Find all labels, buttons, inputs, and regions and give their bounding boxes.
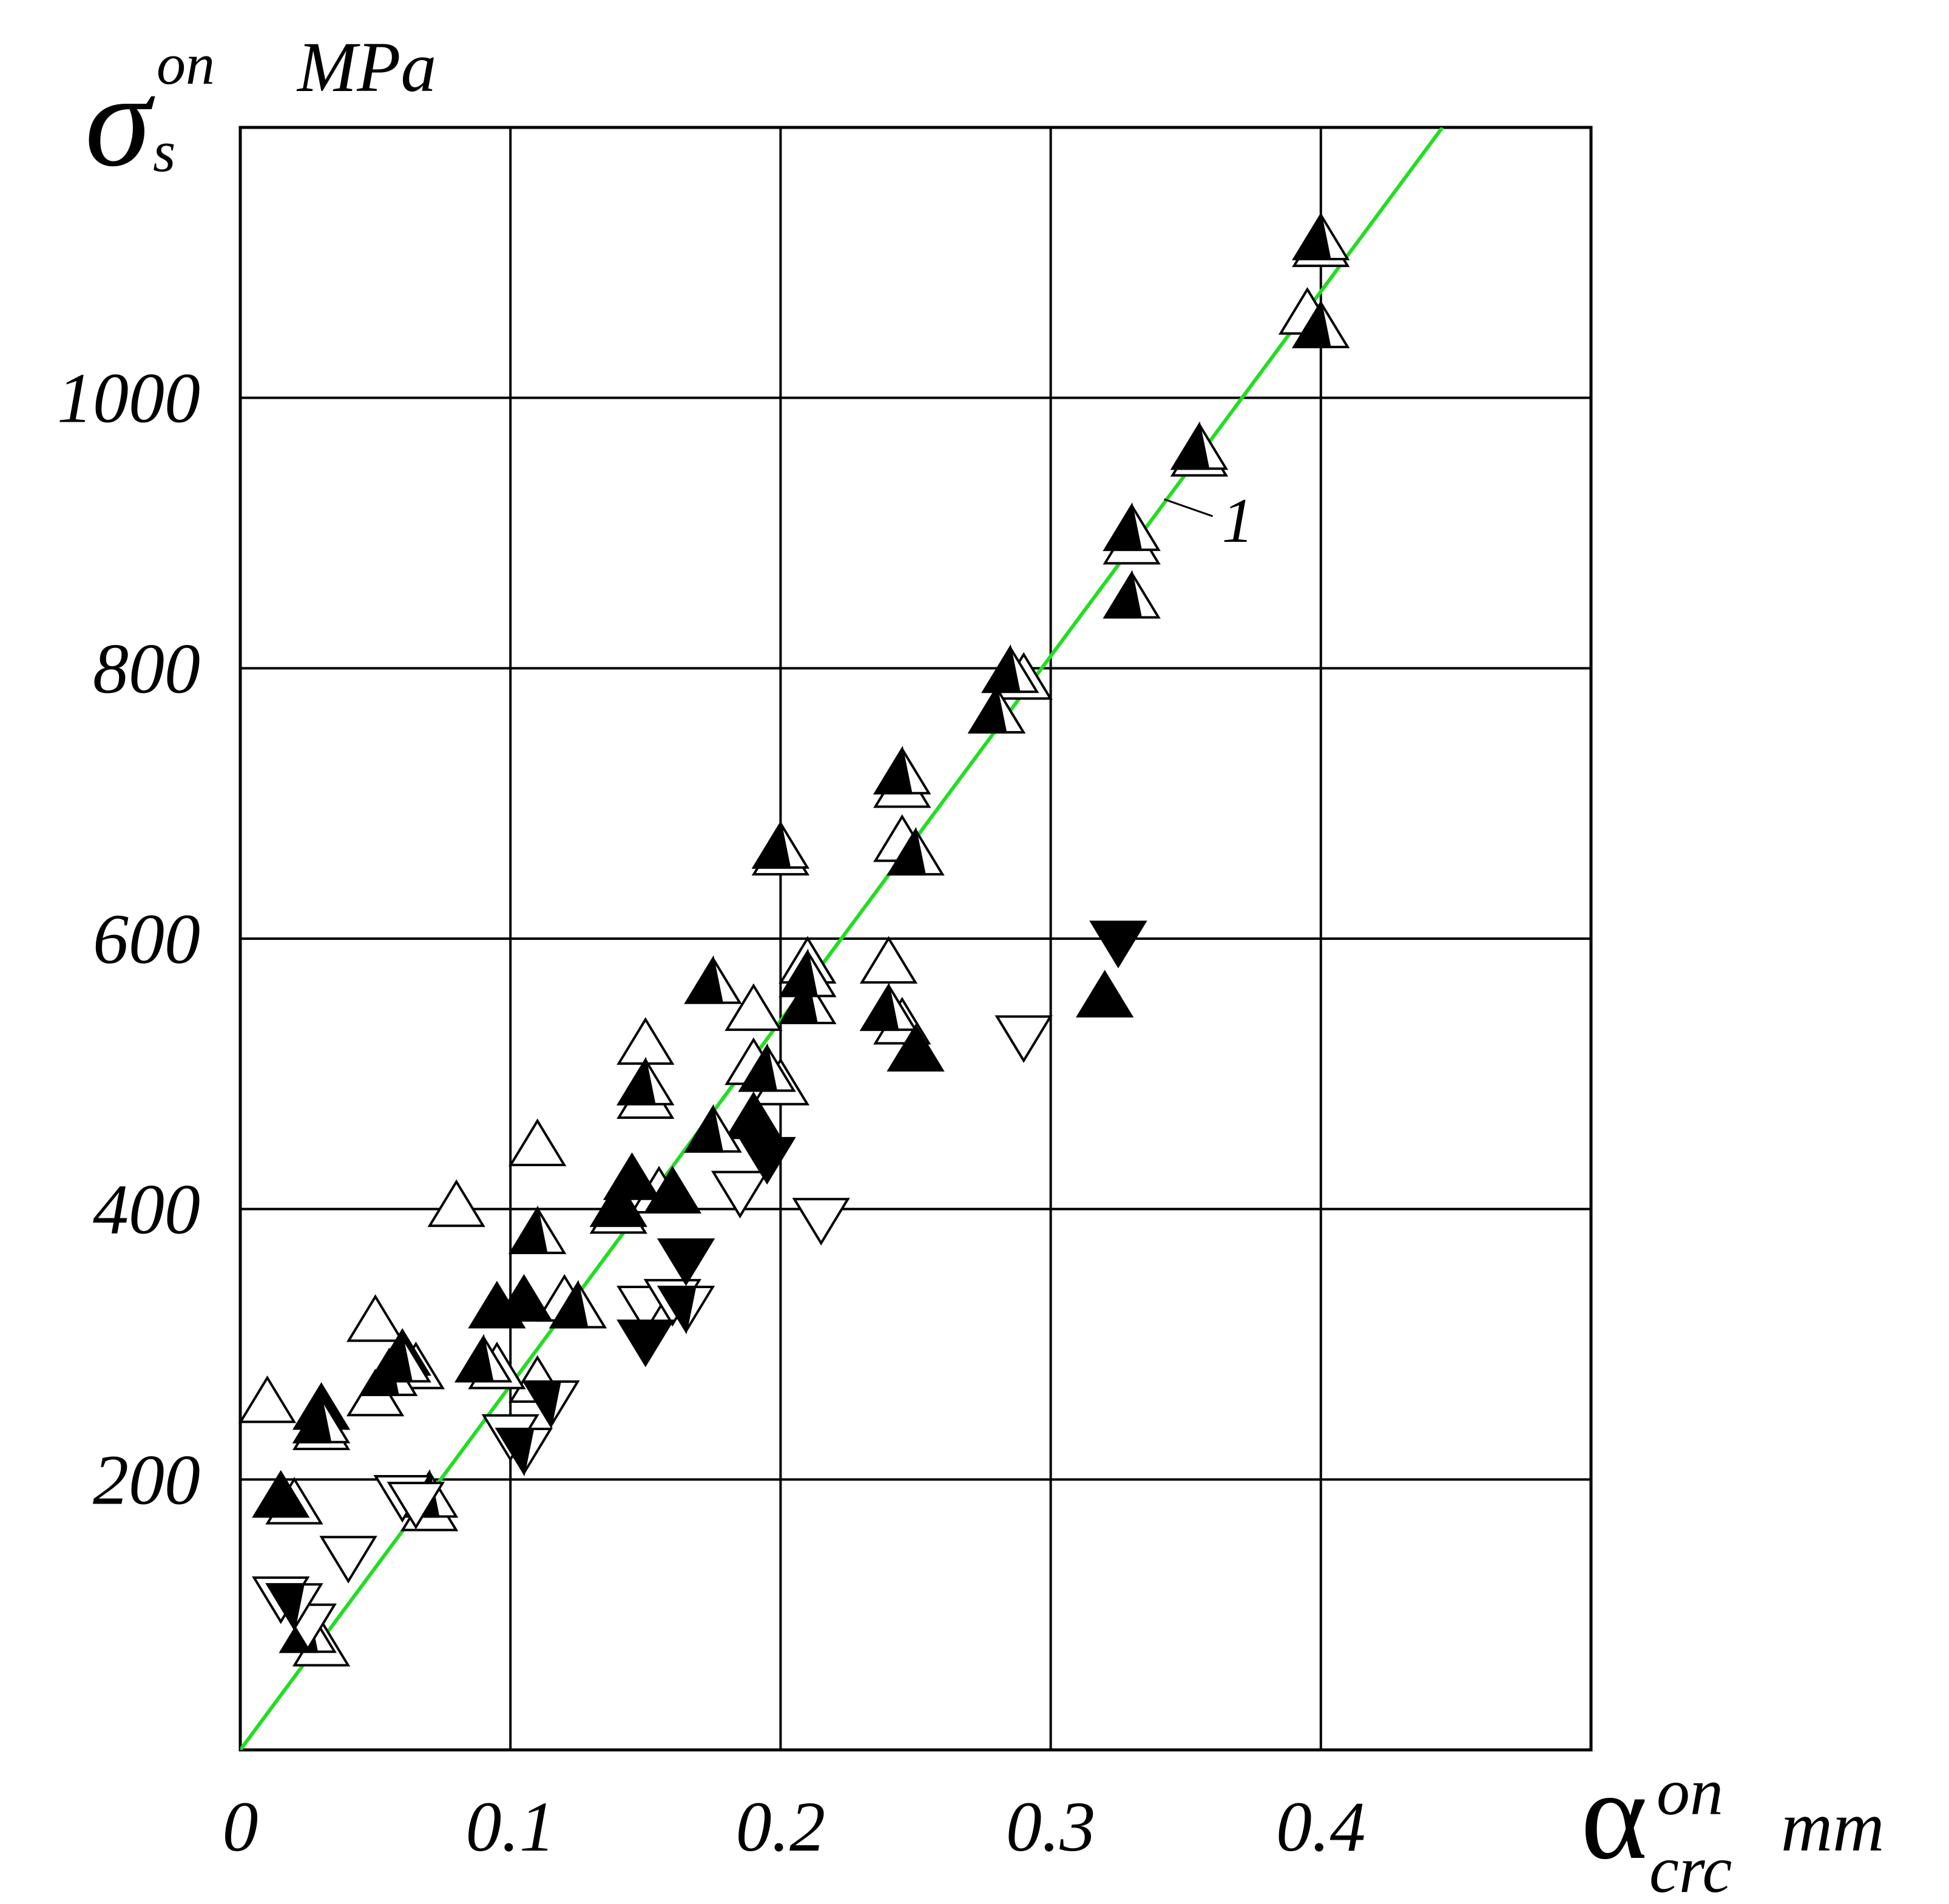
data-point-half-down	[522, 1380, 580, 1430]
data-point-half-up	[873, 746, 931, 795]
data-point-half-up	[751, 820, 810, 869]
y-axis-unit: MPa	[296, 27, 436, 107]
x-axis-title: α crc on mm	[1581, 1745, 1884, 1904]
data-point-half-up	[859, 982, 918, 1031]
x-tick-label: 0.3	[1006, 1787, 1096, 1866]
y-axis-subscript: s	[153, 119, 175, 184]
data-point-half-down	[265, 1583, 323, 1632]
y-tick-label: 1000	[57, 359, 200, 438]
data-point-filled-down	[1089, 920, 1147, 968]
y-tick-label: 800	[93, 629, 200, 708]
data-point-filled-up	[252, 1470, 310, 1518]
x-tick-label: 0	[223, 1787, 258, 1866]
data-point-half-up	[738, 1043, 796, 1092]
data-point-half-up	[292, 1394, 351, 1443]
data-point-half-up	[1292, 211, 1350, 261]
data-point-open-up	[725, 983, 783, 1031]
fit-line-leader	[1164, 498, 1214, 518]
data-point-half-up	[549, 1280, 607, 1329]
data-point-half-up	[887, 826, 945, 876]
y-axis-title: σ s on MPa	[85, 27, 436, 194]
x-axis-unit: mm	[1781, 1787, 1884, 1866]
data-point-half-up	[508, 1205, 567, 1254]
data-point-filled-down	[657, 1238, 715, 1286]
data-point-open-up	[859, 936, 918, 984]
fit-line-group	[240, 127, 1444, 1750]
y-axis-superscript: on	[157, 32, 215, 96]
data-point-open-down	[792, 1198, 850, 1246]
data-point-half-up	[616, 1056, 675, 1106]
data-point-filled-up	[643, 1166, 701, 1214]
y-tick-label: 200	[93, 1440, 200, 1519]
y-tick-label: 400	[93, 1170, 200, 1249]
tick-labels: 0 0.1 0.2 0.3 0.4 200 400 600 800 1000	[57, 359, 1366, 1866]
x-axis-subscript: crc	[1649, 1832, 1732, 1904]
fit-line	[240, 127, 1444, 1750]
data-point-open-up	[616, 1017, 675, 1065]
y-axis-symbol: σ	[85, 46, 155, 194]
fit-line-label: 1	[1222, 485, 1254, 556]
data-point-open-up	[508, 1118, 567, 1167]
data-point-filled-up	[495, 1274, 553, 1322]
data-point-half-up	[779, 948, 837, 998]
data-point-filled-up	[887, 1024, 945, 1072]
data-point-open-down	[995, 1015, 1053, 1063]
data-points	[238, 211, 1350, 1667]
data-point-half-up	[454, 1334, 513, 1383]
data-point-half-up	[1292, 299, 1350, 348]
data-point-filled-up	[1075, 970, 1134, 1018]
data-point-filled-up	[589, 1179, 647, 1227]
x-tick-label: 0.1	[465, 1787, 555, 1866]
data-point-half-up	[1103, 570, 1161, 619]
y-tick-label: 600	[93, 899, 200, 979]
data-point-half-up	[981, 644, 1039, 694]
data-point-filled-down	[616, 1319, 675, 1368]
data-point-filled-down	[738, 1136, 796, 1185]
data-point-open-down	[319, 1536, 377, 1584]
data-point-half-up	[373, 1334, 431, 1383]
data-point-open-up	[346, 1294, 405, 1342]
data-point-half-up	[1170, 421, 1229, 470]
x-tick-label: 0.4	[1276, 1787, 1366, 1866]
data-point-half-up	[684, 955, 742, 1004]
x-axis-superscript: on	[1657, 1755, 1723, 1829]
data-point-open-up	[427, 1179, 485, 1227]
data-point-half-down	[657, 1286, 715, 1335]
x-axis-symbol: α	[1581, 1745, 1647, 1886]
plot-frame	[238, 126, 1593, 1752]
data-point-open-down	[711, 1170, 769, 1219]
data-point-half-up	[684, 1104, 742, 1153]
data-point-open-up	[238, 1375, 297, 1423]
x-tick-label: 0.2	[736, 1787, 826, 1866]
data-point-open-down	[387, 1482, 445, 1530]
data-point-half-up	[967, 684, 1026, 734]
data-point-half-down	[495, 1428, 553, 1477]
data-point-half-up	[1103, 502, 1161, 552]
